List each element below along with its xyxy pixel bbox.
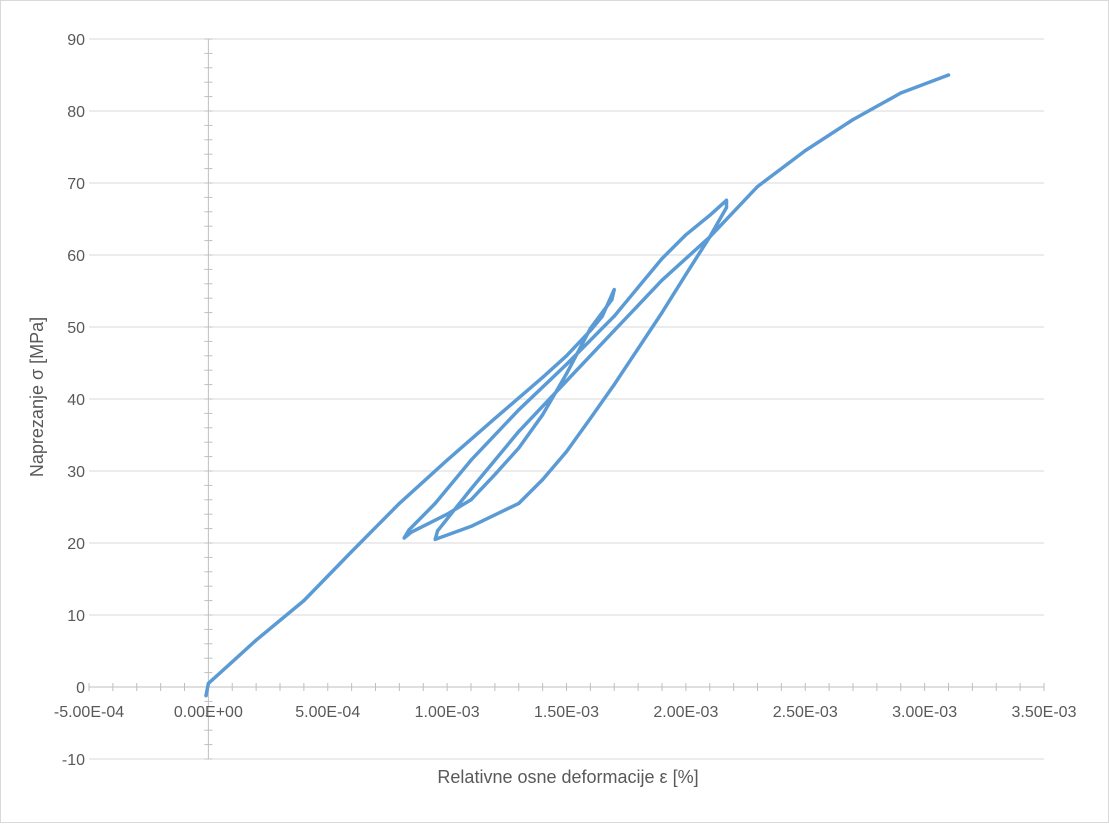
data-point (600, 314, 604, 318)
data-point (610, 298, 614, 302)
data-point (612, 383, 616, 387)
data-point (564, 379, 569, 383)
data-point (612, 329, 616, 333)
data-point (302, 599, 306, 603)
data-point (541, 375, 545, 379)
data-point (445, 458, 449, 462)
data-point (708, 213, 712, 217)
series-layer (204, 73, 951, 698)
data-point (409, 530, 413, 534)
data-point (445, 512, 449, 516)
axis-layer (88, 38, 1045, 760)
x-tick-label: 0.00E+00 (174, 704, 243, 721)
data-point (946, 73, 951, 77)
data-point (636, 347, 640, 351)
data-point (517, 501, 521, 505)
data-point (433, 537, 437, 542)
data-point (660, 311, 664, 315)
data-point (493, 416, 497, 421)
data-point (588, 416, 592, 421)
data-point (469, 458, 473, 462)
data-point (564, 362, 569, 367)
y-tick-label: 40 (67, 392, 85, 409)
y-tick-label: 90 (67, 32, 85, 49)
y-tick-label: -10 (62, 752, 85, 769)
data-point (204, 694, 208, 698)
data-point (230, 660, 234, 664)
data-point (469, 498, 473, 502)
data-point (397, 501, 401, 505)
data-point (612, 314, 616, 318)
data-point (517, 429, 521, 433)
data-point (564, 372, 569, 376)
data-point (564, 449, 569, 454)
data-point (402, 536, 406, 540)
data-point (588, 326, 592, 331)
data-point (724, 205, 729, 210)
y-tick-label: 80 (67, 104, 85, 121)
y-tick-label: 20 (67, 536, 85, 553)
data-point (724, 198, 729, 202)
y-tick-label: 10 (67, 608, 85, 625)
series-line (204, 73, 951, 698)
data-point (350, 550, 354, 554)
data-point (435, 529, 440, 533)
data-point (660, 257, 664, 261)
data-point (803, 149, 807, 153)
x-tick-label: 1.00E-03 (415, 704, 480, 721)
data-point (708, 235, 712, 239)
data-point (493, 473, 497, 477)
y-tick-label: 70 (67, 176, 85, 193)
data-point (636, 285, 640, 289)
x-tick-label: 2.50E-03 (773, 704, 838, 721)
data-point (407, 528, 411, 532)
y-tick-label: 30 (67, 464, 85, 481)
x-tick-label: 2.00E-03 (653, 704, 718, 721)
x-tick-label: -5.00E-04 (54, 704, 124, 721)
x-tick-label: 5.00E-04 (295, 704, 360, 721)
label-layer: -10 0 10 20 30 40 50 60 70 80 90 -5.00E-04 0.00E+00 5… (54, 32, 1077, 769)
y-tick-label: 60 (67, 248, 85, 265)
x-tick-label: 3.50E-03 (1012, 704, 1077, 721)
y-tick-label: 0 (76, 680, 85, 697)
data-point (517, 408, 521, 412)
data-point (612, 287, 616, 292)
data-point (206, 681, 210, 686)
data-point (254, 638, 258, 642)
x-axis-title: Relativne osne deformacije ε [%] (437, 767, 698, 787)
data-point (541, 478, 545, 482)
data-point (517, 446, 521, 450)
data-point (684, 272, 688, 277)
grid-layer (89, 38, 1044, 760)
data-point (469, 487, 473, 491)
x-tick-label: 3.00E-03 (892, 704, 957, 721)
y-tick-label: 50 (67, 320, 85, 337)
data-point (732, 210, 736, 214)
data-point (433, 501, 437, 505)
data-point (564, 354, 569, 358)
x-tick-label: 1.50E-03 (534, 704, 599, 721)
y-axis-title: Naprezanje σ [MPa] (27, 317, 47, 477)
data-point (755, 185, 760, 189)
data-point (684, 233, 688, 237)
data-point (541, 413, 545, 417)
data-point (851, 118, 855, 122)
data-point (899, 91, 903, 95)
data-point (469, 524, 473, 529)
data-point (660, 278, 664, 282)
